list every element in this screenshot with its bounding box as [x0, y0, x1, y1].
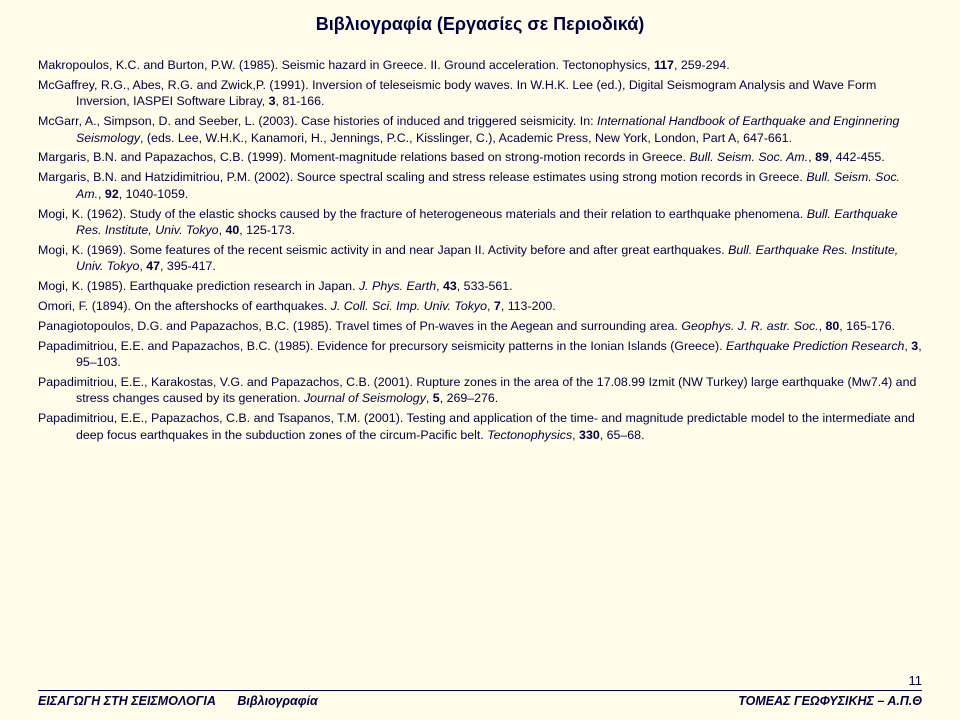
- reference-entry: Makropoulos, K.C. and Burton, P.W. (1985…: [38, 57, 922, 73]
- reference-entry: Papadimitriou, E.E. and Papazachos, B.C.…: [38, 338, 922, 371]
- footer-course: ΕΙΣΑΓΩΓΗ ΣΤΗ ΣΕΙΣΜΟΛΟΓΙΑ: [38, 694, 216, 708]
- reference-entry: McGarr, A., Simpson, D. and Seeber, L. (…: [38, 113, 922, 146]
- reference-entry: Papadimitriou, E.E., Karakostas, V.G. an…: [38, 374, 922, 407]
- reference-entry: Margaris, B.N. and Hatzidimitriou, P.M. …: [38, 169, 922, 202]
- references-list: Makropoulos, K.C. and Burton, P.W. (1985…: [38, 57, 922, 443]
- reference-entry: Papadimitriou, E.E., Papazachos, C.B. an…: [38, 410, 922, 443]
- reference-entry: Mogi, K. (1969). Some features of the re…: [38, 242, 922, 275]
- reference-entry: Panagiotopoulos, D.G. and Papazachos, B.…: [38, 318, 922, 334]
- page: Βιβλιογραφία (Εργασίες σε Περιοδικά) Mak…: [0, 0, 960, 720]
- reference-entry: Mogi, K. (1985). Earthquake prediction r…: [38, 278, 922, 294]
- reference-entry: Margaris, B.N. and Papazachos, C.B. (199…: [38, 149, 922, 165]
- reference-entry: Omori, F. (1894). On the aftershocks of …: [38, 298, 922, 314]
- footer-rule: [38, 690, 922, 691]
- reference-entry: McGaffrey, R.G., Abes, R.G. and Zwick,P.…: [38, 77, 922, 110]
- footer-left: ΕΙΣΑΓΩΓΗ ΣΤΗ ΣΕΙΣΜΟΛΟΓΙΑ Βιβλιογραφία: [38, 694, 336, 708]
- footer-right: ΤΟΜΕΑΣ ΓΕΩΦΥΣΙΚΗΣ – Α.Π.Θ: [738, 694, 922, 708]
- reference-entry: Mogi, K. (1962). Study of the elastic sh…: [38, 206, 922, 239]
- footer-section: Βιβλιογραφία: [237, 694, 317, 708]
- page-title: Βιβλιογραφία (Εργασίες σε Περιοδικά): [38, 14, 922, 35]
- page-number: 11: [38, 673, 922, 688]
- footer-line: ΕΙΣΑΓΩΓΗ ΣΤΗ ΣΕΙΣΜΟΛΟΓΙΑ Βιβλιογραφία ΤΟ…: [38, 694, 922, 708]
- page-footer: 11 ΕΙΣΑΓΩΓΗ ΣΤΗ ΣΕΙΣΜΟΛΟΓΙΑ Βιβλιογραφία…: [0, 673, 960, 708]
